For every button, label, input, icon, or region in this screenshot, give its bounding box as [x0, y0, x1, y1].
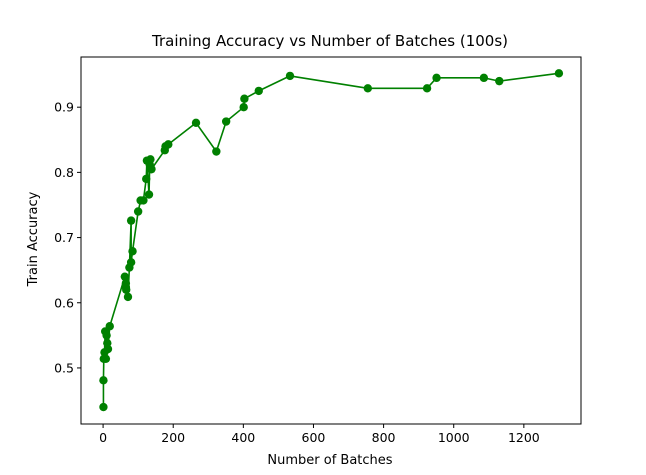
data-point	[146, 155, 155, 164]
data-point	[495, 76, 504, 86]
data-point	[363, 84, 373, 93]
data-point	[191, 118, 201, 128]
data-point	[122, 285, 131, 294]
y-tick-label: 0.5	[54, 360, 74, 375]
y-tick-label: 0.7	[54, 230, 74, 245]
data-point	[164, 140, 173, 149]
y-tick-label: 0.8	[54, 165, 74, 180]
data-point	[126, 258, 136, 267]
y-tick-label: 0.9	[54, 100, 74, 115]
data-point	[221, 117, 231, 126]
data-point	[479, 73, 489, 83]
data-point	[254, 86, 263, 96]
x-axis-label: Number of Batches	[267, 453, 392, 468]
x-tick-label: 200	[161, 430, 185, 445]
data-point	[126, 216, 136, 225]
x-tick-label: 400	[231, 430, 255, 445]
data-point	[212, 147, 221, 156]
data-point	[102, 331, 111, 340]
data-point	[103, 344, 113, 354]
data-point	[422, 84, 432, 93]
data-point	[554, 69, 564, 78]
x-tick-label: 1200	[508, 430, 540, 445]
data-point	[139, 196, 148, 205]
x-tick-label: 0	[99, 430, 107, 445]
plot-area: 0 200 400 600 800 1000 1200 0.5 0.6 0.7 0.8 0.9	[54, 56, 582, 445]
data-point	[133, 207, 143, 216]
chart-title: Training Accuracy vs Number of Batches (…	[151, 32, 508, 50]
x-tick-label: 1000	[438, 430, 470, 445]
y-axis-label: Train Accuracy	[26, 191, 41, 287]
data-point	[99, 402, 108, 412]
data-point	[101, 354, 111, 364]
y-tick-label: 0.6	[54, 295, 74, 310]
data-point	[99, 376, 108, 385]
data-point	[105, 322, 114, 331]
data-point	[144, 190, 154, 199]
x-tick-label: 800	[372, 430, 396, 445]
data-point	[142, 174, 151, 184]
series-line	[102, 72, 560, 408]
data-point	[285, 71, 295, 81]
data-point	[123, 292, 133, 302]
plot-frame	[80, 56, 582, 425]
x-tick-label: 600	[302, 430, 326, 445]
data-point	[120, 272, 130, 281]
data-point	[240, 94, 249, 103]
data-point	[128, 247, 137, 256]
data-point	[239, 102, 248, 112]
data-point	[432, 73, 441, 83]
data-point	[147, 164, 156, 174]
